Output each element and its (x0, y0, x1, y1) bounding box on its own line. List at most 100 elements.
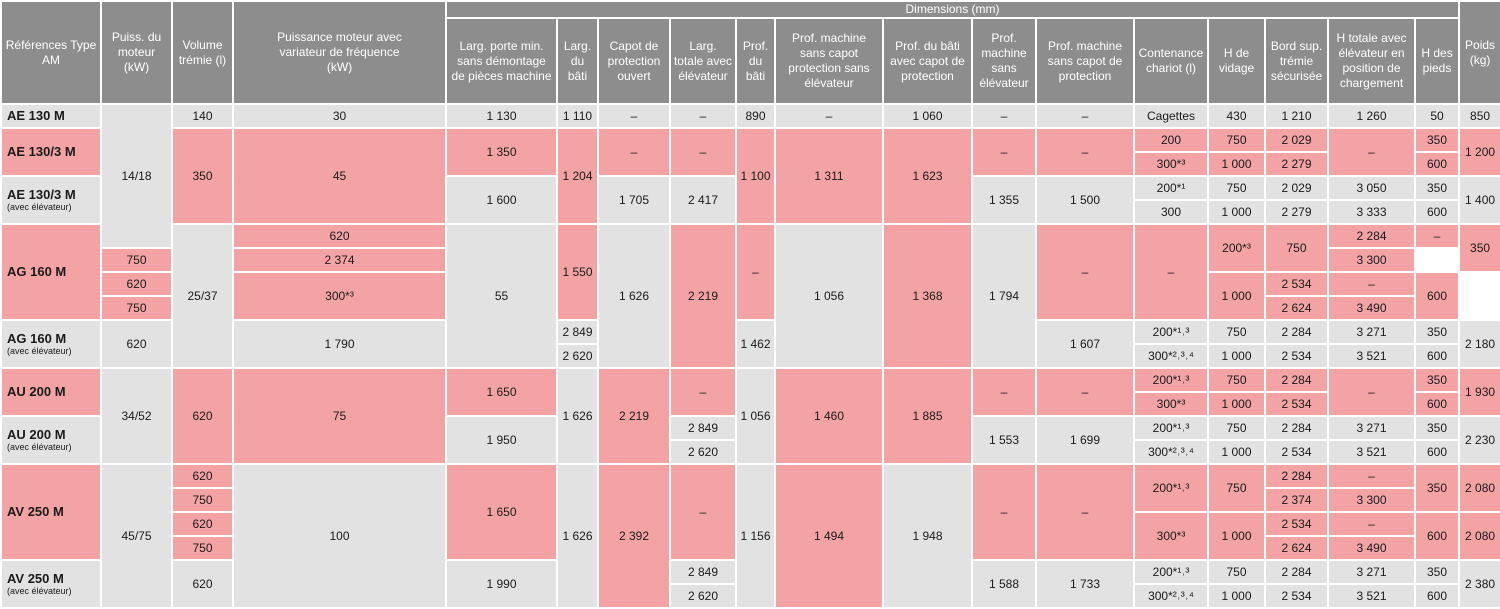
table-cell: 750 (171, 535, 234, 561)
table-cell: 2 849 (556, 319, 599, 345)
reference-cell: AE 130 M (0, 103, 102, 129)
table-cell: – (669, 367, 737, 417)
table-cell: 2 624 (1264, 295, 1329, 321)
table-cell: 45/75 (100, 463, 173, 609)
table-cell: 600 (1413, 199, 1461, 225)
table-cell: 1 733 (1035, 559, 1135, 609)
table-cell: 200*³ (1207, 223, 1266, 273)
header-larg-porte: Larg. porte min. sans démontage de pièce… (445, 17, 558, 105)
table-cell: – (774, 103, 884, 129)
table-cell: 300*²˒³˒⁴ (1133, 583, 1209, 609)
table-cell: 620 (171, 559, 234, 609)
table-cell: 1 056 (735, 367, 776, 465)
table-cell: 1 000 (1207, 271, 1266, 321)
table-cell: 2 624 (1264, 535, 1329, 561)
table-cell: 600 (1413, 511, 1461, 561)
table-cell: 200*¹˒³ (1133, 319, 1209, 345)
table-cell: 750 (171, 487, 234, 513)
table-cell: 750 (1207, 175, 1266, 201)
table-cell: 600 (1413, 439, 1461, 465)
reference-name: AV 250 M (7, 504, 64, 519)
table-cell: 1 156 (735, 463, 776, 609)
table-cell: 55 (445, 223, 558, 369)
table-cell: 3 521 (1327, 583, 1416, 609)
table-cell: 1 885 (882, 367, 973, 465)
table-cell: 25/37 (171, 223, 234, 369)
table-cell: – (597, 127, 671, 177)
table-cell: 2 620 (669, 583, 737, 609)
table-cell: 3 300 (1327, 487, 1416, 513)
table-cell: 600 (1413, 583, 1461, 609)
table-cell: 2 534 (1264, 391, 1329, 417)
reference-cell: AG 160 M (0, 223, 102, 321)
reference-cell: AE 130/3 M (avec élévateur) (0, 175, 102, 225)
table-row: AE 130/3 M (avec élévateur) 1 600 1 705 2 41… (0, 175, 1500, 225)
reference-name: AE 130/3 M (7, 144, 76, 159)
table-row: 300 1 000 2 279 3 333 600 (1, 199, 1500, 225)
table-cell: 1 000 (1207, 583, 1266, 609)
header-h-pieds: H des pieds (1413, 17, 1461, 105)
table-cell: 1 204 (556, 127, 599, 225)
table-cell: 890 (735, 103, 776, 129)
reference-variant: (avec élévateur) (7, 346, 72, 356)
table-cell: 350 (1413, 367, 1461, 393)
table-cell: 2 374 (232, 247, 447, 273)
table-cell: 600 (1413, 343, 1461, 369)
table-row: 750 2 374 3 300 (1, 247, 1500, 273)
table-cell: – (1035, 367, 1135, 417)
table-cell: 1 790 (232, 319, 447, 369)
table-cell: 3 271 (1327, 559, 1416, 585)
table-cell: 600 (1413, 271, 1461, 321)
table-cell: 2 219 (597, 367, 671, 465)
table-cell: 1 311 (774, 127, 884, 225)
table-cell: 2 284 (1327, 223, 1416, 249)
table-cell: 620 (100, 271, 173, 297)
table-cell: 1 553 (971, 415, 1037, 465)
table-cell: 1 950 (445, 415, 558, 465)
table-cell: – (971, 103, 1037, 129)
header-larg-bati: Larg. du bâti (556, 17, 599, 105)
table-cell: 300*³ (1133, 391, 1209, 417)
table-cell: 200 (1133, 127, 1209, 153)
header-prof-bati-capot: Prof. du bâti avec capot de protection (882, 17, 973, 105)
table-cell: 1 350 (445, 127, 558, 177)
table-cell: 2 374 (1264, 487, 1329, 513)
table-cell: 350 (171, 127, 234, 225)
table-cell: 1 550 (556, 223, 599, 321)
table-cell: 1 000 (1207, 439, 1266, 465)
reference-variant: (avec élévateur) (7, 442, 72, 452)
header-larg-totale: Larg. totale avec élévateur (669, 17, 737, 105)
table-cell: 3 490 (1327, 535, 1416, 561)
header-volume-tremie: Volume trémie (l) (171, 0, 234, 105)
table-cell: 1 699 (1035, 415, 1135, 465)
table-cell: 750 (1207, 463, 1266, 513)
table-cell: 2 284 (1264, 415, 1329, 441)
table-cell: – (597, 103, 671, 129)
table-cell: 350 (1413, 319, 1461, 345)
table-row: 300*³ 1 000 2 279 600 (1, 151, 1500, 177)
table-cell: 300 (1133, 199, 1209, 225)
table-cell: 200*¹˒³ (1133, 463, 1209, 513)
table-cell: 3 271 (1327, 415, 1416, 441)
table-cell: – (1327, 127, 1416, 177)
table-cell: 3 521 (1327, 439, 1416, 465)
table-cell: 430 (1207, 103, 1266, 129)
table-cell: – (1035, 103, 1135, 129)
table-cell: 1 060 (882, 103, 973, 129)
table-body: AE 130 M 14/18 140 30 1 130 1 110– –890–1 060–… (0, 103, 1500, 609)
table-cell: 750 (1207, 367, 1266, 393)
table-cell: 300*²˒³˒⁴ (1133, 439, 1209, 465)
table-cell: 140 (171, 103, 234, 129)
header-puissance-moteur: Puiss. du moteur (kW) (100, 0, 173, 105)
table-cell: 620 (232, 223, 447, 249)
table-cell: 750 (100, 247, 173, 273)
table-cell: – (1413, 223, 1461, 249)
table-cell: – (669, 127, 737, 177)
table-cell: 100 (232, 463, 447, 609)
table-cell: 1 000 (1207, 511, 1266, 561)
table-cell: – (1133, 223, 1209, 321)
reference-name: AG 160 M (7, 264, 67, 279)
table-cell: 1 400 (1458, 175, 1500, 225)
table-cell: 2 284 (1264, 463, 1329, 489)
